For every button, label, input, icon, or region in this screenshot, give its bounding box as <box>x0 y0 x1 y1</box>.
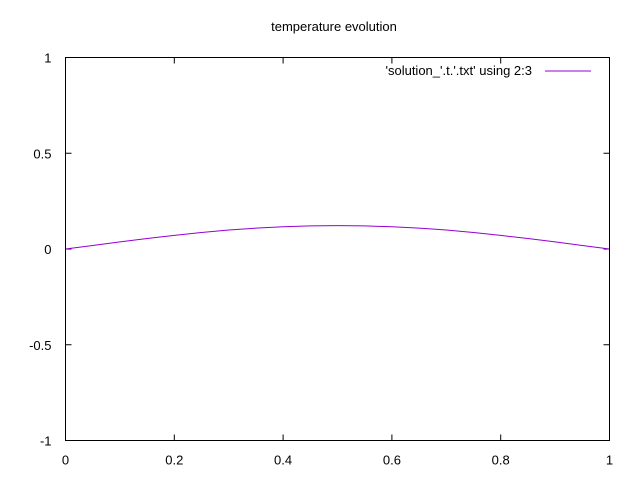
series-line <box>65 225 610 250</box>
x-tick-label: 0 <box>62 453 69 468</box>
x-tick-label: 0.4 <box>274 453 292 468</box>
y-tick-label: -0.5 <box>29 338 51 353</box>
y-tick-label: 0 <box>44 242 51 257</box>
axis-ticks: 0 0.2 0.4 0.6 0.8 1 -1 -0.5 0 0.5 1 <box>29 51 613 468</box>
series-layer <box>65 225 610 250</box>
y-tick-label: -1 <box>40 434 52 449</box>
chart-title: temperature evolution <box>271 19 397 34</box>
y-tick-label: 0.5 <box>33 146 51 161</box>
legend-label: 'solution_'.t.'.txt' using 2:3 <box>385 63 532 78</box>
y-tick-label: 1 <box>44 51 51 66</box>
x-tick-label: 0.2 <box>165 453 183 468</box>
x-tick-label: 1 <box>606 453 613 468</box>
plot-frame <box>65 57 610 441</box>
x-tick-label: 0.6 <box>383 453 401 468</box>
legend: 'solution_'.t.'.txt' using 2:3 <box>385 63 591 78</box>
x-tick-label: 0.8 <box>492 453 510 468</box>
